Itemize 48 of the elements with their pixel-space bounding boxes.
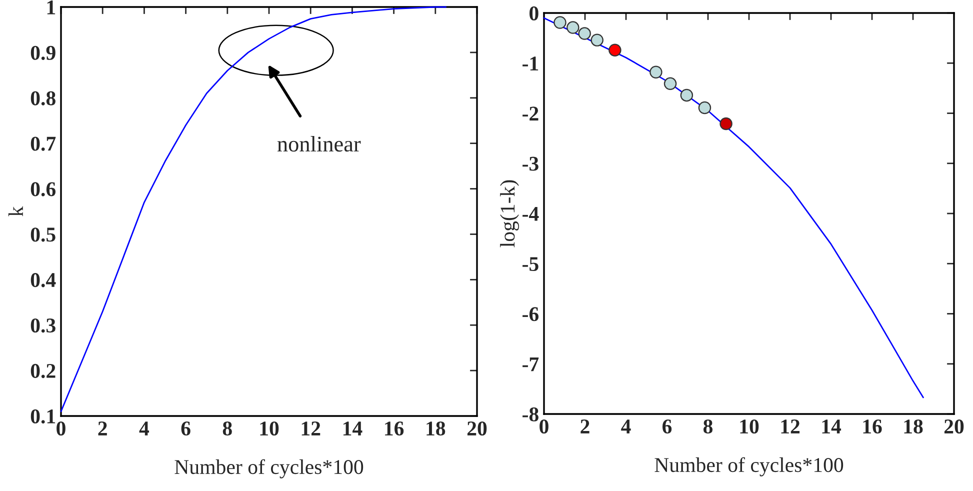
y-tick-label: 0.8: [30, 91, 56, 106]
y-tick-label: 0.6: [30, 182, 56, 196]
y-tick-label: 0.2: [30, 364, 56, 378]
x-axis-title: Number of cycles*100: [654, 457, 844, 476]
x-tick-label: 16: [385, 422, 404, 436]
x-tick-label: 14: [343, 422, 362, 436]
x-tick-label: 0: [56, 421, 66, 436]
y-tick-label: -1: [522, 56, 538, 70]
y-tick-label: 0.1: [30, 409, 56, 424]
x-tick-label: 18: [426, 421, 446, 436]
x-tick-label: 10: [260, 421, 279, 436]
y-tick-label: 0.5: [30, 228, 56, 242]
y-tick-label: 0.7: [30, 136, 56, 151]
y-tick-label: 0: [530, 6, 538, 20]
x-tick-label: 12: [302, 422, 320, 436]
x-tick-label: 16: [863, 420, 882, 434]
y-axis-title: k: [8, 206, 23, 216]
x-tick-label: 10: [740, 419, 759, 434]
line-series: [60, 6, 446, 412]
x-tick-label: 12: [781, 420, 800, 434]
annotation: nonlinear: [277, 136, 361, 152]
x-tick-label: 4: [139, 422, 150, 436]
y-tick-label: 1: [47, 0, 56, 14]
x-tick-label: 8: [222, 421, 232, 436]
y-tick-label: -6: [522, 307, 539, 322]
x-tick-label: 8: [703, 419, 713, 434]
line-series: [543, 17, 924, 398]
y-axis-title: log(1-k): [500, 180, 520, 248]
y-tick-label: -7: [522, 357, 539, 372]
y-tick-label: 0.4: [30, 273, 56, 288]
y-tick-label: -5: [522, 257, 538, 272]
y-tick-label: -3: [522, 156, 538, 171]
x-tick-label: 20: [944, 419, 964, 434]
y-tick-label: -4: [522, 207, 539, 221]
x-tick-label: 14: [822, 420, 842, 434]
y-tick-label: 0.9: [30, 46, 56, 60]
y-tick-label: -8: [522, 407, 538, 422]
x-tick-label: 18: [904, 419, 923, 434]
x-tick-label: 4: [621, 420, 631, 434]
x-tick-label: 6: [181, 422, 190, 436]
x-tick-label: 6: [662, 420, 672, 434]
y-tick-label: 0.3: [30, 318, 56, 333]
x-tick-label: 2: [580, 420, 590, 434]
x-tick-label: 0: [540, 419, 548, 434]
y-tick-label: -2: [522, 106, 538, 120]
x-axis-title: Number of cycles*100: [174, 459, 364, 478]
x-tick-label: 2: [98, 422, 107, 436]
x-tick-label: 20: [467, 421, 487, 436]
